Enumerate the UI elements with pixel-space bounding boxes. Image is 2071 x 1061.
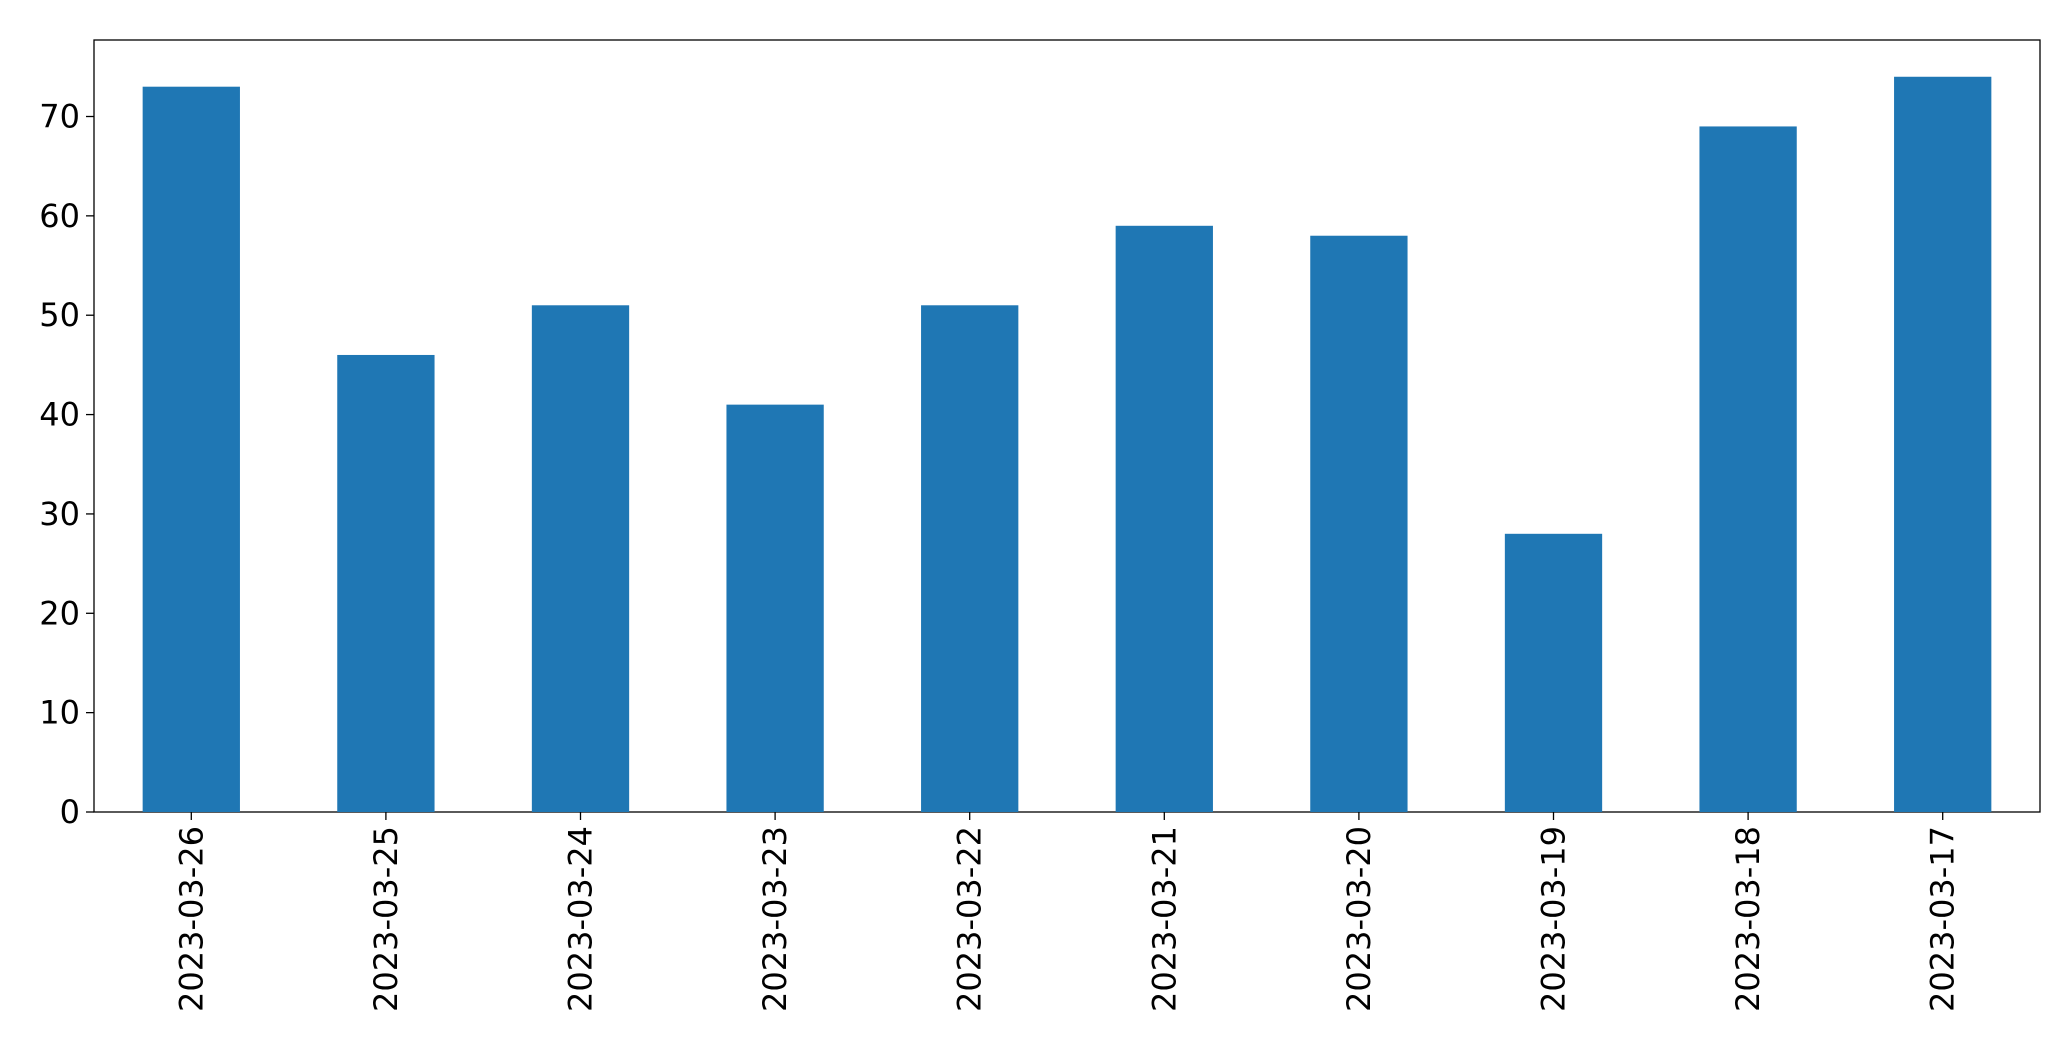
bar <box>1115 225 1213 813</box>
x-tick-label: 2023-03-26 <box>172 826 210 1012</box>
x-tick-label: 2023-03-22 <box>951 826 989 1012</box>
y-tick-label: 50 <box>39 296 80 334</box>
bar <box>1504 533 1603 812</box>
x-tick-label: 2023-03-18 <box>1729 826 1767 1012</box>
bar <box>1699 126 1797 812</box>
y-tick-label: 20 <box>39 594 80 632</box>
bar <box>921 305 1019 812</box>
y-tick-label: 40 <box>39 396 80 434</box>
x-tick-label: 2023-03-20 <box>1340 826 1378 1012</box>
x-tick-label: 2023-03-24 <box>562 826 600 1012</box>
bar <box>1894 76 1992 812</box>
y-tick-label: 60 <box>39 197 80 235</box>
x-tick-label: 2023-03-23 <box>756 826 794 1012</box>
x-tick-label: 2023-03-25 <box>367 826 405 1012</box>
bar <box>1310 235 1408 812</box>
bar <box>726 404 824 812</box>
axes-frame <box>93 39 2041 813</box>
x-tick-label: 2023-03-19 <box>1535 826 1573 1012</box>
y-tick-label: 10 <box>39 694 80 732</box>
bar <box>142 86 240 812</box>
y-tick-label: 30 <box>39 495 80 533</box>
x-tick-label: 2023-03-17 <box>1924 826 1962 1012</box>
y-tick-label: 0 <box>60 793 80 831</box>
y-tick-label: 70 <box>39 98 80 136</box>
bar <box>337 354 435 812</box>
x-tick-label: 2023-03-21 <box>1145 826 1183 1012</box>
bar <box>531 305 630 812</box>
